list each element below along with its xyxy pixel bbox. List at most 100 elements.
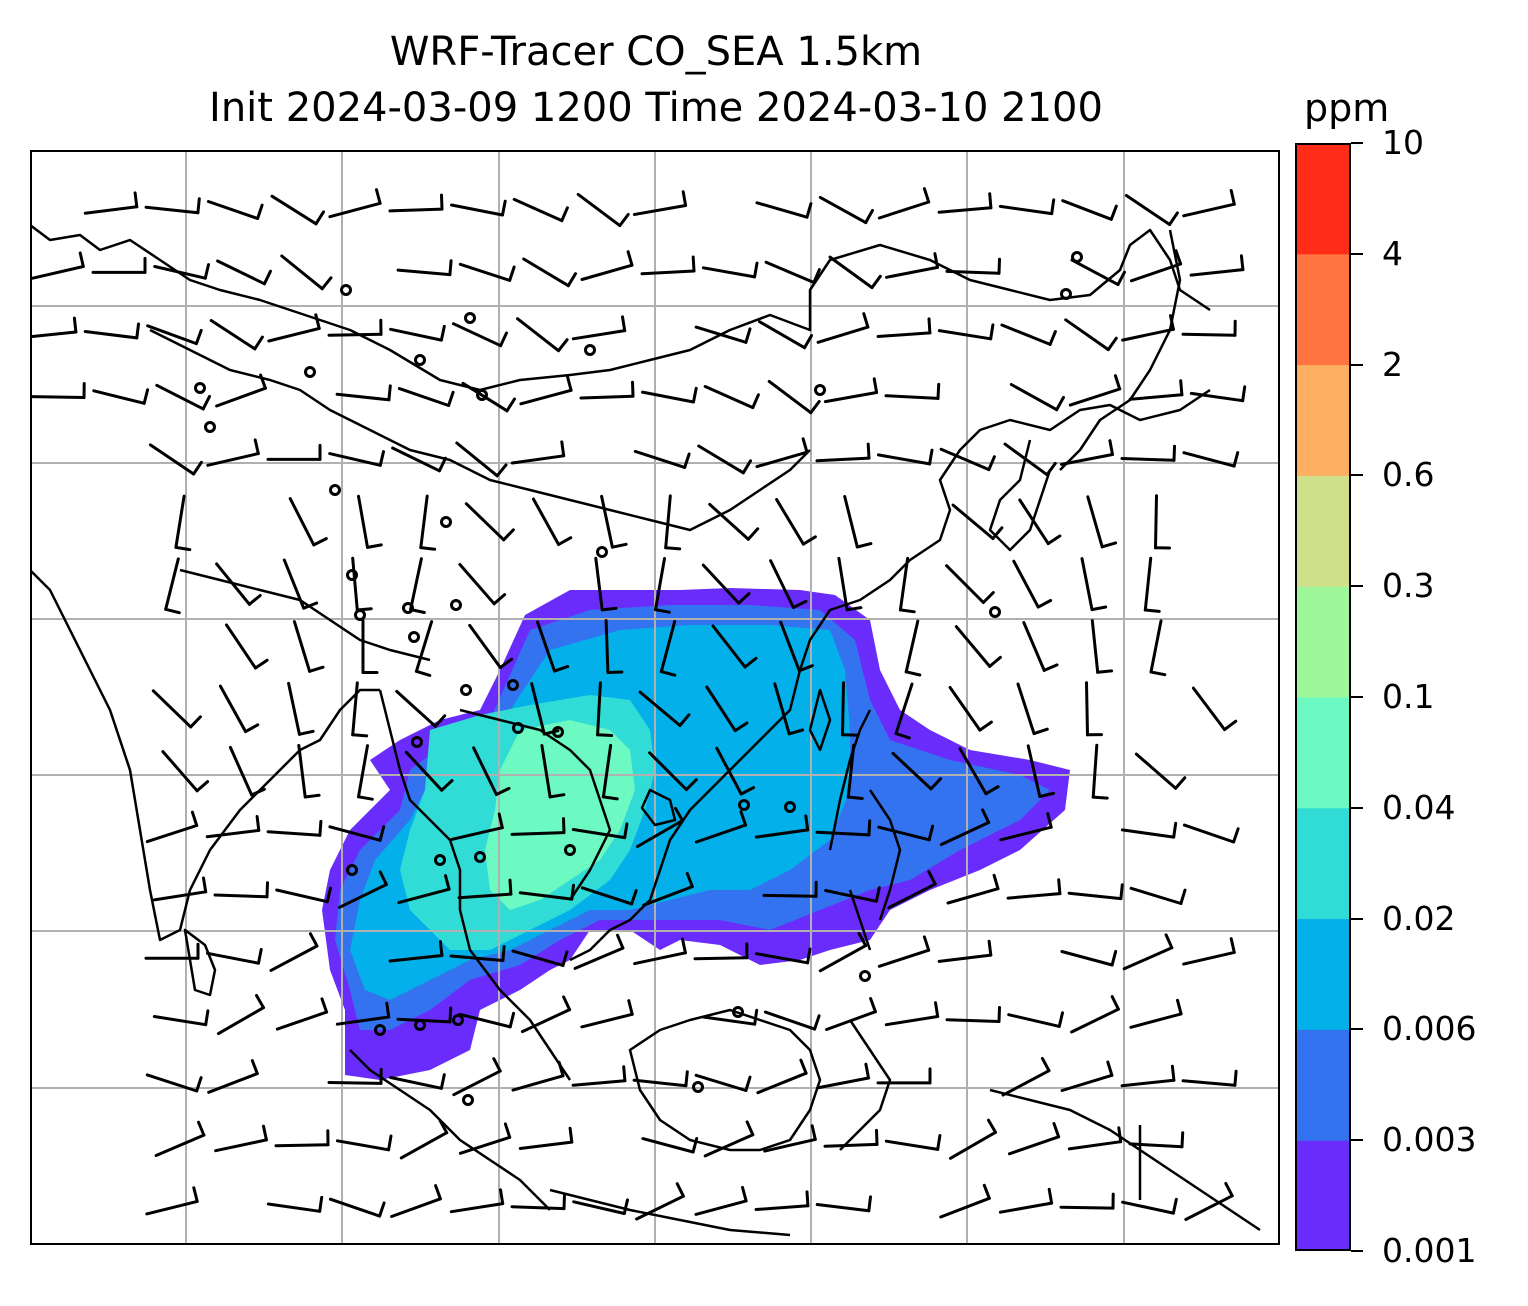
wind-barb-flag — [801, 535, 817, 546]
wind-barb-flag — [135, 322, 140, 340]
wind-barb-shaft — [1067, 891, 1123, 901]
wind-barb-shaft — [1080, 557, 1094, 612]
wind-barb-flag — [898, 608, 916, 614]
calm-wind-circle — [564, 844, 576, 856]
calm-wind-circle — [507, 679, 519, 691]
wind-barb-shaft — [269, 944, 319, 972]
wind-barb-shaft — [1128, 1142, 1184, 1149]
wind-barb-shaft — [1059, 1205, 1115, 1210]
wind-barb-shaft — [939, 1196, 991, 1219]
wind-barb-shaft — [145, 1073, 199, 1093]
wind-barb-shaft — [1060, 453, 1114, 466]
wind-barb-shaft — [1189, 391, 1245, 403]
wind-barb-shaft — [409, 557, 423, 611]
wind-barb-shaft — [891, 751, 933, 791]
wind-barb-flag — [787, 728, 805, 736]
coastline-korea — [988, 439, 1052, 552]
wind-barb-shaft — [937, 953, 993, 963]
wind-barb-flag — [501, 199, 507, 217]
colorbar-tick — [1351, 696, 1363, 698]
map-gridlines — [30, 150, 1280, 1245]
wind-barb-flag — [927, 317, 932, 335]
wind-barb-flag — [987, 455, 996, 472]
wind-barb-flag — [674, 806, 684, 822]
wind-barb-flag — [601, 795, 619, 801]
wind-barb-flag — [988, 655, 1002, 668]
wind-barb-flag — [810, 1124, 817, 1141]
border-mainland-sea — [459, 708, 612, 901]
wind-barb-flag — [684, 778, 698, 792]
wind-barb-flag — [562, 1193, 566, 1211]
wind-barb-shaft — [174, 494, 186, 549]
calm-wind-circle — [462, 1094, 474, 1106]
wind-barb-shaft — [1124, 194, 1172, 226]
wind-barb-shaft — [641, 390, 695, 404]
wind-barb-flag — [312, 537, 328, 547]
wind-barb-shaft — [572, 1200, 626, 1215]
wind-barb-flag — [1057, 878, 1062, 896]
wind-barb-shaft — [215, 562, 251, 606]
wind-barb-flag — [809, 400, 821, 415]
wind-barb-shaft — [1120, 1078, 1176, 1088]
wind-barb-flag — [928, 448, 934, 466]
wind-barb-flag — [1090, 605, 1108, 612]
colorbar-tick-label: 2 — [1382, 344, 1403, 384]
wind-barb-shaft — [145, 1199, 199, 1216]
wind-barb-flag — [253, 438, 260, 456]
wind-barb-flag — [1170, 1064, 1176, 1082]
wind-barb-flag — [922, 935, 931, 952]
wind-barb-shaft — [1122, 946, 1174, 971]
wind-barb-shaft — [328, 201, 382, 219]
wind-barb-shaft — [823, 391, 879, 404]
wind-barb-flag — [194, 328, 203, 346]
wind-barb-shaft — [510, 831, 566, 836]
wind-barb-flag — [247, 594, 262, 606]
wind-barb-shaft — [458, 1135, 512, 1155]
wind-barb-shaft — [775, 498, 805, 546]
colorbar-segment — [1295, 364, 1351, 476]
colorbar-tick-label: 0.1 — [1382, 677, 1435, 716]
wind-barb-shaft — [30, 330, 78, 339]
wind-barb-shaft — [887, 882, 937, 910]
wind-barb-shaft — [153, 265, 207, 280]
wind-barb-flag — [320, 997, 329, 1014]
wind-barb-shaft — [898, 556, 910, 612]
calm-wind-circle — [738, 799, 750, 811]
wind-barb-flag — [862, 312, 870, 329]
wind-barb-flag — [561, 950, 569, 967]
wind-barb-shaft — [216, 259, 266, 286]
wind-barb-flag — [440, 779, 454, 792]
wind-barb-shaft — [335, 1139, 391, 1152]
wind-barb-shaft — [642, 885, 694, 907]
wind-barb-shaft — [998, 1201, 1054, 1214]
wind-barb-flag — [1106, 1060, 1114, 1077]
wind-barb-shaft — [1189, 268, 1245, 277]
coastline-vietnam — [569, 749, 751, 962]
calm-wind-circle — [596, 546, 608, 558]
wind-barb-shaft — [636, 819, 684, 848]
wind-barb-shaft — [694, 1199, 748, 1216]
wind-barb-shaft — [948, 686, 982, 732]
wind-barb-flag — [988, 192, 993, 210]
wind-barb-shaft — [635, 1194, 685, 1221]
wind-barb-flag — [664, 546, 682, 551]
wind-barb-flag — [570, 883, 575, 901]
wind-barb-shaft — [951, 503, 995, 540]
wind-barb-flag — [174, 545, 192, 552]
wind-barb-shaft — [1129, 886, 1183, 905]
wind-barb-flag — [508, 878, 513, 896]
wind-barb-shaft — [1181, 1079, 1237, 1087]
wind-barb-shaft — [1181, 332, 1237, 337]
wind-barb-shaft — [1064, 318, 1110, 352]
colorbar-tick — [1351, 252, 1363, 255]
wind-barb-flag — [308, 665, 325, 673]
wind-barb-shaft — [280, 254, 324, 291]
wind-barb-flag — [434, 1184, 442, 1201]
wind-barb-flag — [936, 1134, 942, 1151]
wind-barb-flag — [806, 947, 812, 965]
map-frame — [30, 150, 1280, 1245]
calm-wind-circle — [692, 1081, 704, 1093]
wind-barb-shaft — [390, 1197, 442, 1218]
wind-barb-shaft — [152, 1015, 208, 1027]
wind-barb-flag — [1057, 1011, 1064, 1028]
